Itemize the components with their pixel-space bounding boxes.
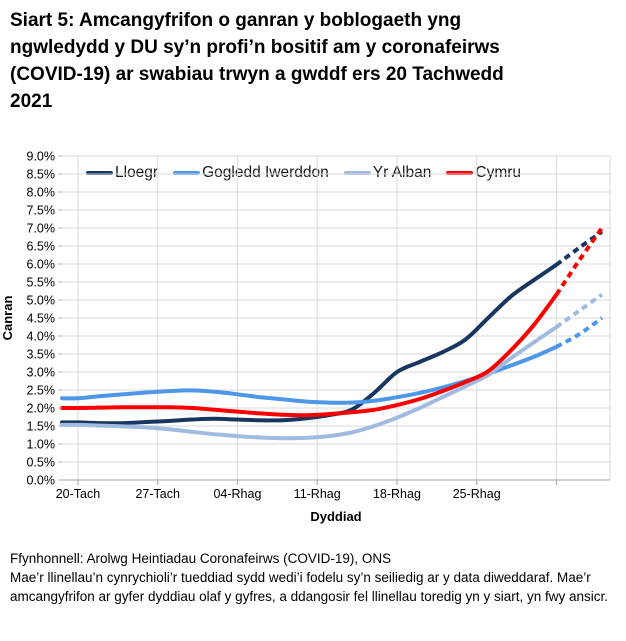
x-tick-label: 04-Rhag — [213, 487, 261, 501]
y-tick-label: 5.0% — [27, 294, 56, 308]
x-axis-title: Dyddiad — [310, 509, 361, 524]
y-tick-label: 3.0% — [27, 366, 56, 380]
legend-label: Cymru — [475, 164, 522, 181]
y-tick-label: 7.0% — [27, 222, 56, 236]
y-tick-label: 3.5% — [27, 348, 56, 362]
y-tick-label: 6.5% — [27, 240, 56, 254]
x-tick-label: 18-Rhag — [373, 487, 421, 501]
y-tick-label: 6.0% — [27, 258, 56, 272]
y-tick-label: 1.5% — [27, 420, 56, 434]
legend-item-yr-alban: Yr Alban — [343, 164, 432, 182]
legend-label: Yr Alban — [372, 164, 432, 181]
x-tick-label: 11-Rhag — [294, 487, 341, 501]
legend: Lloegr Gogledd Iwerddon Yr Alban Cymru — [86, 164, 521, 182]
legend-label: Gogledd Iwerddon — [202, 164, 329, 181]
y-tick-label: 2.5% — [27, 384, 56, 398]
legend-swatch-lloegr — [86, 171, 113, 175]
x-tick-label: 20-Tach — [56, 487, 101, 501]
series-line-lloegr — [60, 262, 559, 426]
y-tick-label: 5.5% — [27, 276, 56, 290]
legend-item-gogledd-iwerddon: Gogledd Iwerddon — [173, 164, 329, 182]
y-tick-label: 1.0% — [27, 438, 56, 452]
series-lines — [60, 226, 604, 441]
series-line-yr-alban — [60, 325, 559, 441]
note-line: Mae’r llinellau’n cynrychioli’r tueddiad… — [10, 570, 609, 605]
y-tick-label: 4.0% — [27, 330, 56, 344]
y-axis-title: Canran — [0, 296, 15, 341]
series-line-dashed-cymru — [554, 226, 604, 296]
y-tick-label: 8.5% — [27, 168, 56, 182]
axes: 20-Tach 27-Tach 04-Rhag 11-Rhag 18-Rhag 25-Rh… — [27, 150, 610, 501]
gridlines — [62, 155, 611, 480]
legend-swatch-yr-alban — [343, 171, 371, 175]
y-tick-label: 9.0% — [27, 150, 56, 164]
legend-label: Lloegr — [115, 164, 159, 181]
series-line-dashed-gogledd-iwerddon — [555, 316, 604, 349]
legend-item-lloegr: Lloegr — [86, 164, 158, 182]
y-tick-label: 0.5% — [27, 456, 56, 470]
x-tick-label: 25-Rhag — [453, 487, 501, 501]
chart-canvas: 20-Tach 27-Tach 04-Rhag 11-Rhag 18-Rhag 25-Rh… — [0, 150, 611, 524]
series-line-cymru — [60, 292, 559, 418]
source-line: Ffynhonnell: Arolwg Heintiadau Coronafei… — [10, 551, 392, 566]
footer: Ffynhonnell: Arolwg Heintiadau Coronafei… — [10, 549, 622, 606]
chart-title: Siart 5: Amcangyfrifon o ganran y boblog… — [10, 10, 504, 112]
y-tick-label: 2.0% — [27, 402, 56, 416]
legend-swatch-gogledd-iwerddon — [173, 171, 201, 175]
y-tick-label: 7.5% — [27, 204, 56, 218]
legend-swatch-cymru — [446, 171, 474, 175]
y-tick-label: 0.0% — [27, 474, 56, 488]
series-line-dashed-lloegr — [555, 229, 604, 267]
legend-item-cymru: Cymru — [446, 164, 521, 182]
y-tick-label: 8.0% — [27, 186, 56, 200]
y-tick-label: 4.5% — [27, 312, 56, 326]
x-tick-label: 27-Tach — [135, 487, 180, 501]
